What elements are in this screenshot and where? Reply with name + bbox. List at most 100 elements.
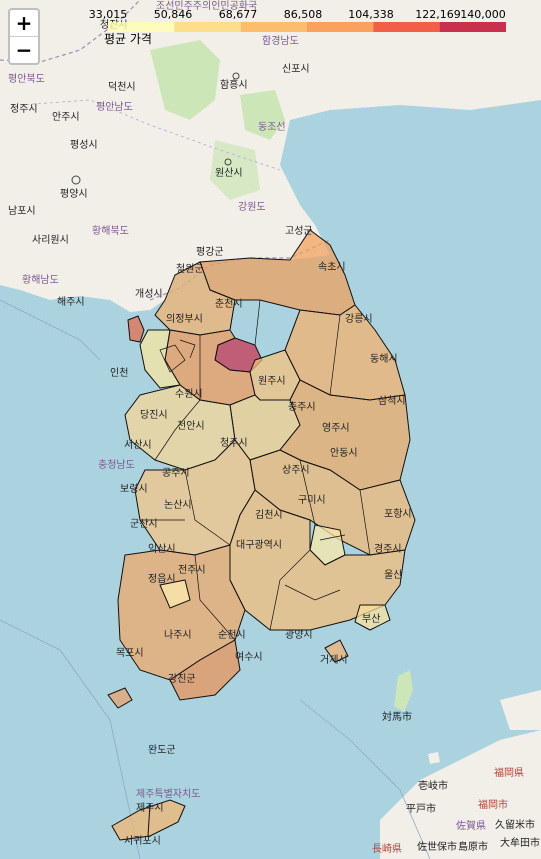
city-markers bbox=[71, 72, 240, 185]
legend-tick: 50,846 bbox=[153, 8, 193, 21]
svg-text:원산시: 원산시 bbox=[215, 167, 243, 179]
svg-text:안주시: 안주시 bbox=[52, 111, 80, 123]
svg-text:고성군: 고성군 bbox=[285, 225, 313, 237]
legend-swatch bbox=[174, 22, 241, 32]
svg-text:군산시: 군산시 bbox=[130, 518, 158, 530]
color-legend: 33,015 50,846 68,677 86,508 104,338 122,… bbox=[88, 4, 508, 48]
forest-2 bbox=[240, 90, 285, 140]
province-labels: 조선민주주의인민공화국 평안북도 평안남도 함경남도 동조선 강원도 황해북도 … bbox=[8, 0, 299, 800]
legend-color-bar bbox=[108, 22, 506, 32]
region-gwangju[interactable] bbox=[159, 579, 191, 609]
svg-text:당진시: 당진시 bbox=[140, 409, 168, 421]
svg-text:동해시: 동해시 bbox=[370, 352, 398, 365]
north-korea-land bbox=[0, 0, 541, 312]
svg-text:대구광역시: 대구광역시 bbox=[236, 539, 282, 551]
svg-text:제주시: 제주시 bbox=[136, 802, 164, 814]
svg-text:경주시: 경주시 bbox=[374, 542, 402, 555]
svg-text:長崎県: 長崎県 bbox=[372, 842, 402, 855]
svg-text:울산: 울산 bbox=[384, 569, 402, 581]
svg-text:목포시: 목포시 bbox=[116, 647, 144, 659]
region-geoje[interactable] bbox=[324, 639, 349, 663]
svg-text:강원도: 강원도 bbox=[238, 201, 266, 213]
maritime-line-1 bbox=[0, 299, 101, 361]
nk-province-line bbox=[19, 99, 281, 171]
svg-text:조선민주주의인민공화국: 조선민주주의인민공화국 bbox=[156, 0, 257, 12]
legend-swatch bbox=[373, 22, 440, 32]
legend-tick: 86,508 bbox=[283, 8, 323, 21]
svg-text:島原市: 島原市 bbox=[458, 840, 488, 853]
svg-text:보령시: 보령시 bbox=[120, 483, 148, 495]
iki-island bbox=[428, 752, 440, 764]
svg-text:천안시: 천안시 bbox=[177, 420, 205, 432]
svg-text:개성시: 개성시 bbox=[135, 288, 163, 300]
svg-text:남포시: 남포시 bbox=[8, 205, 36, 217]
city-labels: 청진시 함흥시 신포시 덕천시 정주시 안주시 평성시 평양시 원산시 남포시 … bbox=[8, 19, 412, 847]
legend-tick: 140,000 bbox=[460, 8, 506, 21]
svg-text:안동시: 안동시 bbox=[330, 447, 358, 459]
svg-text:공주시: 공주시 bbox=[162, 467, 190, 479]
svg-text:완도군: 완도군 bbox=[148, 744, 176, 756]
svg-text:전주시: 전주시 bbox=[178, 564, 206, 576]
svg-text:충주시: 충주시 bbox=[288, 401, 316, 413]
legend-swatch bbox=[108, 22, 175, 32]
svg-text:충청남도: 충청남도 bbox=[98, 459, 135, 471]
svg-text:덕천시: 덕천시 bbox=[108, 81, 136, 93]
legend-swatch bbox=[439, 22, 506, 32]
legend-swatch bbox=[307, 22, 374, 32]
legend-tick: 33,015 bbox=[88, 8, 128, 21]
region-busan[interactable] bbox=[354, 604, 391, 631]
svg-text:함흥시: 함흥시 bbox=[220, 78, 248, 91]
svg-text:익산시: 익산시 bbox=[148, 543, 176, 555]
maritime-line-2 bbox=[299, 699, 431, 859]
svg-text:対馬市: 対馬市 bbox=[382, 710, 412, 723]
svg-text:황해북도: 황해북도 bbox=[92, 224, 129, 237]
svg-text:영주시: 영주시 bbox=[322, 422, 350, 434]
svg-text:철원군: 철원군 bbox=[176, 263, 204, 275]
svg-text:해주시: 해주시 bbox=[57, 295, 85, 308]
svg-text:원주시: 원주시 bbox=[258, 375, 286, 387]
legend-tick: 68,677 bbox=[218, 8, 258, 21]
svg-text:정주시: 정주시 bbox=[10, 103, 38, 115]
region-island-west[interactable] bbox=[127, 315, 145, 343]
svg-text:평양시: 평양시 bbox=[60, 188, 88, 200]
tsushima-island bbox=[394, 670, 413, 712]
svg-text:佐賀県: 佐賀県 bbox=[456, 820, 486, 832]
svg-text:평강군: 평강군 bbox=[196, 246, 224, 258]
svg-text:강진군: 강진군 bbox=[168, 673, 196, 685]
japan-labels: 対馬市 壱岐市 福岡県 福岡市 佐賀県 久留米市 平戸市 長崎県 佐世保市 島原… bbox=[372, 710, 540, 855]
ne-border bbox=[0, 0, 141, 63]
svg-text:황해남도: 황해남도 bbox=[22, 273, 59, 286]
legend-tick: 122,169 bbox=[415, 8, 461, 21]
svg-text:福岡県: 福岡県 bbox=[494, 766, 524, 779]
svg-text:청주시: 청주시 bbox=[220, 437, 248, 449]
svg-text:佐世保市: 佐世保市 bbox=[417, 840, 457, 853]
svg-text:신포시: 신포시 bbox=[282, 63, 310, 75]
zoom-control: + − bbox=[8, 8, 40, 65]
svg-text:서산시: 서산시 bbox=[124, 439, 152, 451]
svg-text:평성시: 평성시 bbox=[70, 139, 98, 151]
svg-text:상주시: 상주시 bbox=[282, 464, 310, 476]
svg-text:福岡市: 福岡市 bbox=[478, 798, 508, 811]
forest-1 bbox=[150, 40, 220, 120]
svg-text:평안남도: 평안남도 bbox=[96, 101, 133, 113]
maritime-line-3 bbox=[0, 619, 141, 859]
svg-text:광양시: 광양시 bbox=[285, 629, 313, 641]
region-south-island[interactable] bbox=[107, 687, 133, 709]
region-incheon[interactable] bbox=[139, 329, 181, 389]
svg-text:논산시: 논산시 bbox=[164, 499, 192, 511]
svg-text:순천시: 순천시 bbox=[218, 629, 246, 641]
south-korea-regions bbox=[107, 229, 416, 841]
svg-text:서귀포시: 서귀포시 bbox=[124, 835, 161, 847]
zoom-in-button[interactable]: + bbox=[15, 11, 33, 35]
svg-text:김천시: 김천시 bbox=[255, 509, 283, 521]
region-southwest-coast[interactable] bbox=[169, 639, 241, 701]
zoom-out-button[interactable]: − bbox=[10, 36, 38, 63]
svg-text:함경남도: 함경남도 bbox=[262, 34, 299, 47]
japan-kyushu bbox=[380, 730, 541, 859]
svg-text:속초시: 속초시 bbox=[318, 261, 346, 273]
legend-swatch bbox=[240, 22, 307, 32]
svg-text:정읍시: 정읍시 bbox=[148, 573, 176, 585]
svg-text:평안북도: 평안북도 bbox=[8, 73, 45, 85]
svg-text:수원시: 수원시 bbox=[175, 388, 203, 400]
